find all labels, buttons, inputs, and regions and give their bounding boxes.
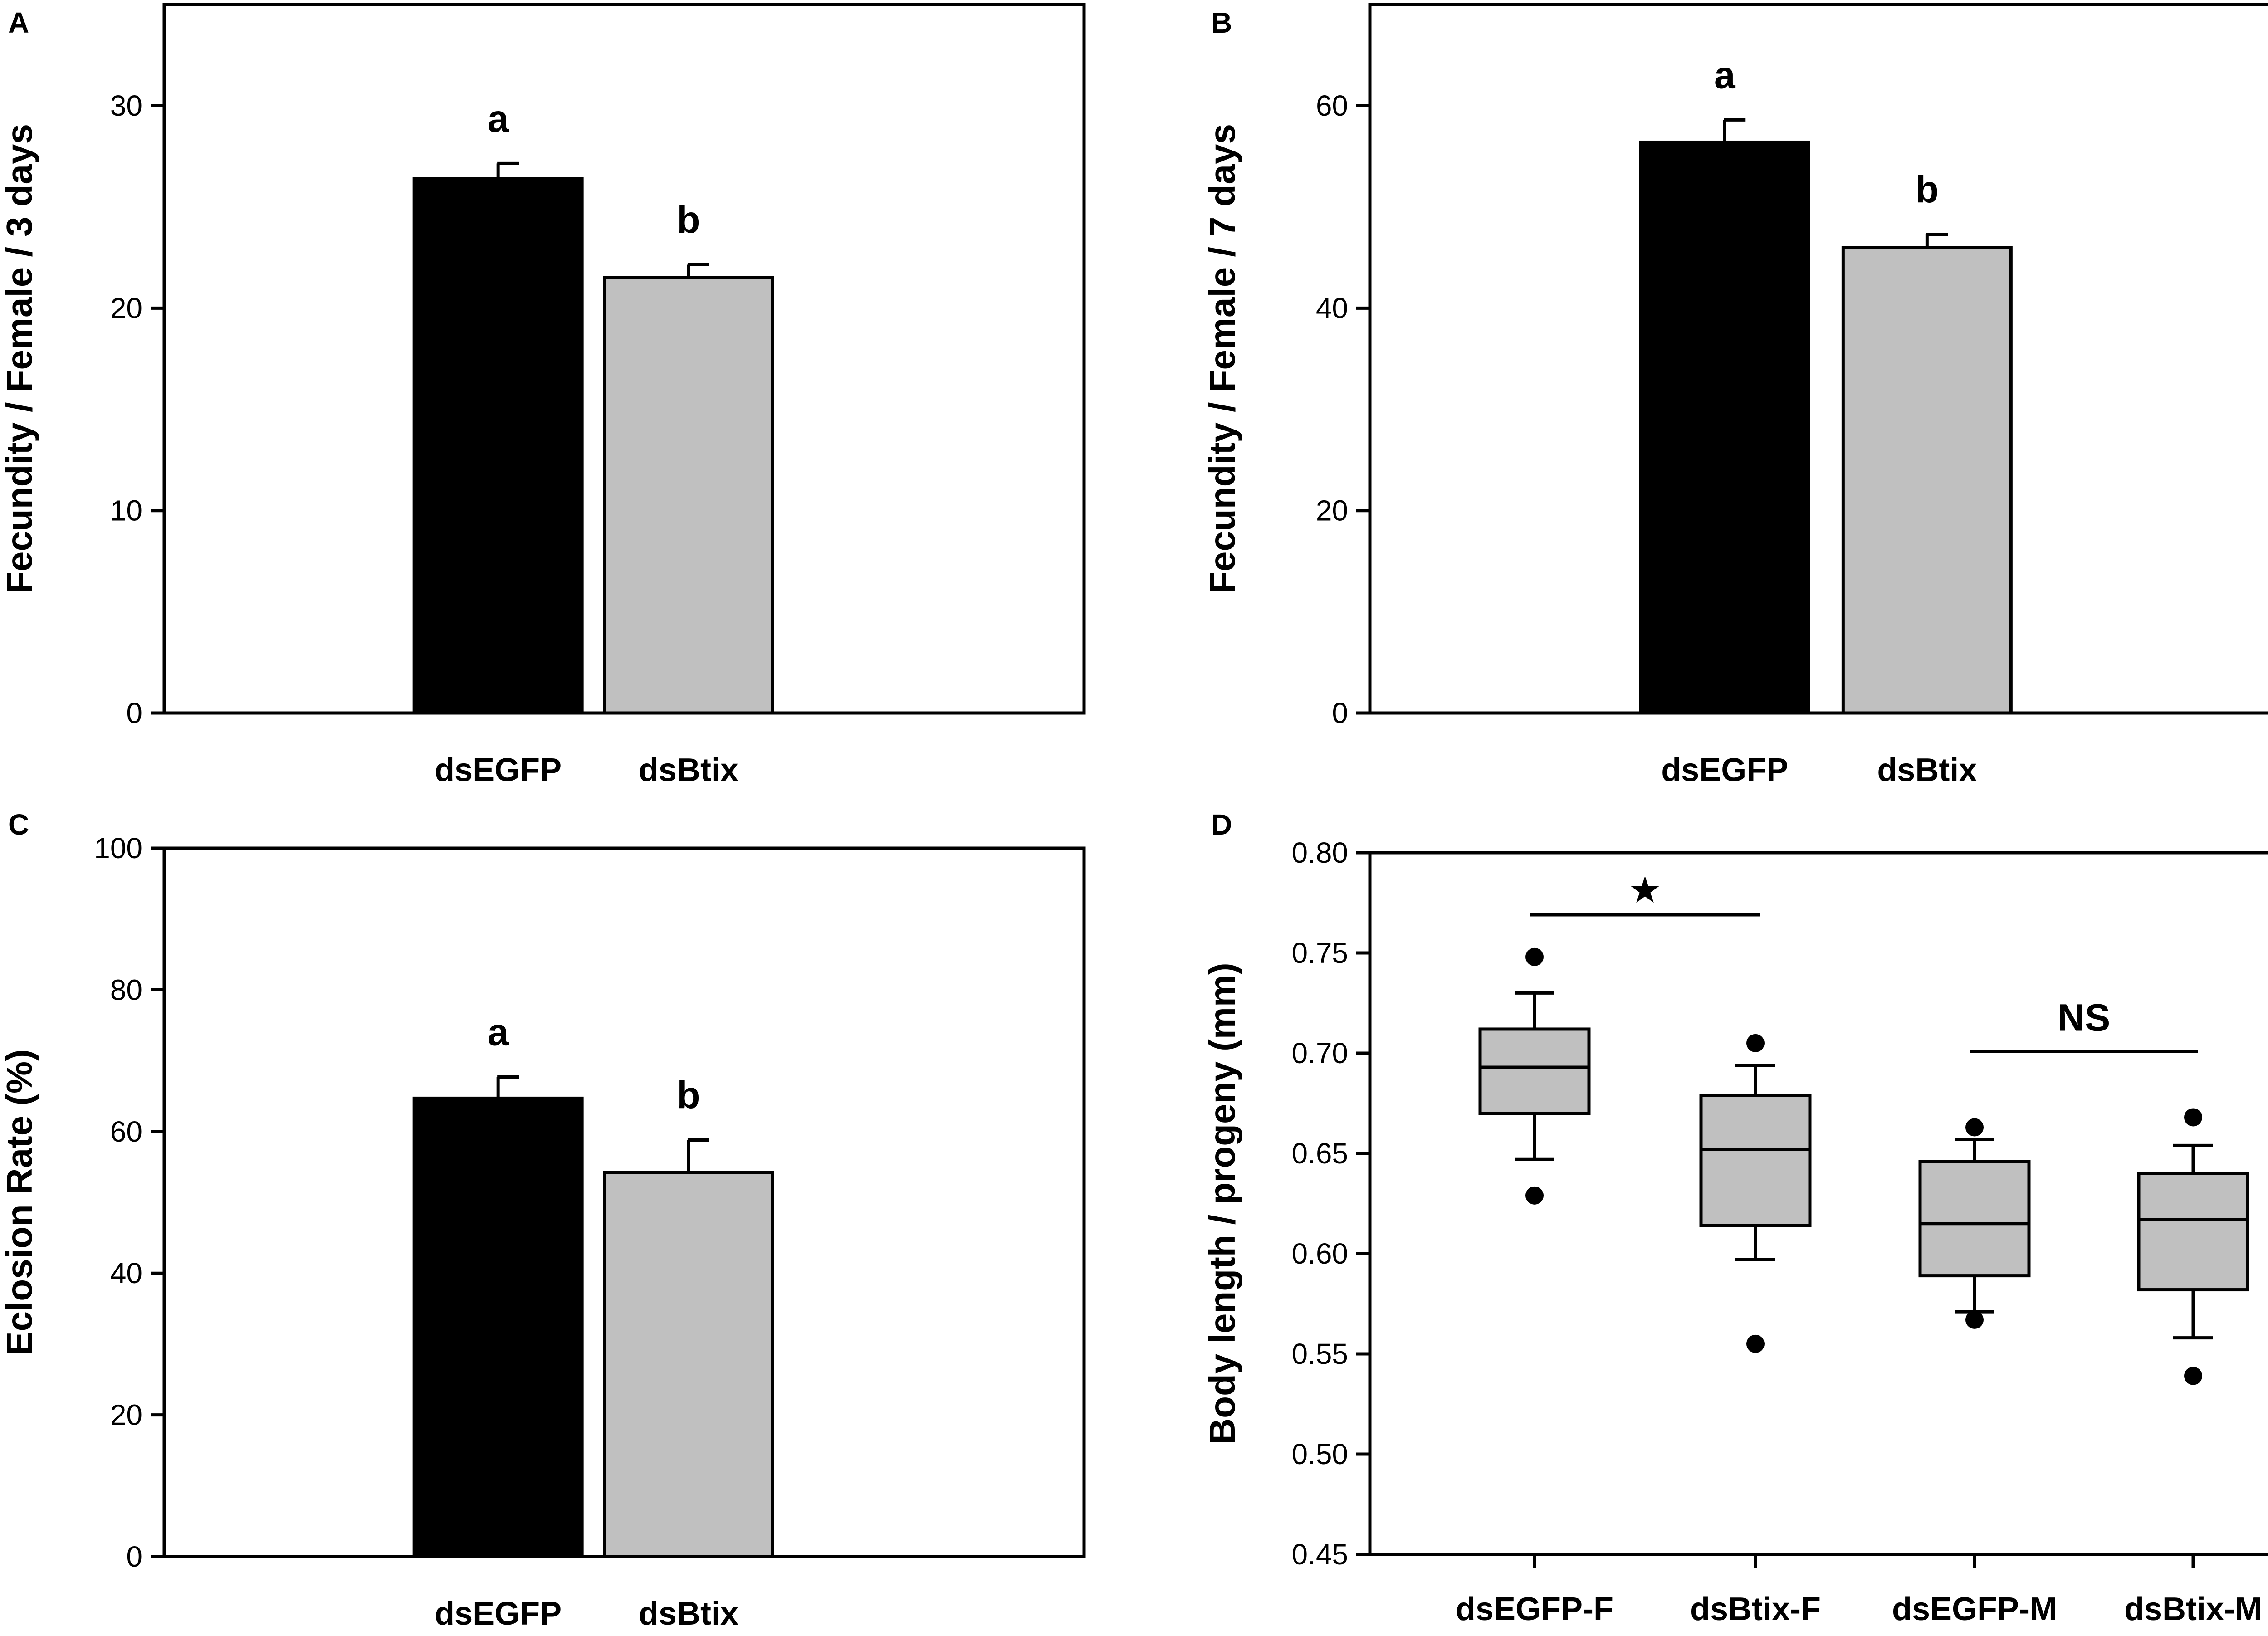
panel-d-plot-frame [1368, 851, 2268, 1556]
panel-d-x-tick-label: dsBtix-F [1690, 1591, 1821, 1627]
panel-b-y-tick-label: 20 [1316, 494, 1348, 527]
panel-d-outlier-point [2184, 1108, 2202, 1127]
panel-d-box-dsegfp-m [1918, 1160, 2031, 1278]
panel-c-x-tick-label: dsEGFP [435, 1596, 562, 1632]
panel-d-significance-star: ★ [1630, 872, 1660, 908]
panel-a-bar-dsegfp [412, 177, 584, 715]
panel-c-significance-letter: a [488, 1011, 509, 1054]
panel-c-y-tick-label: 40 [110, 1257, 142, 1289]
panel-d-box-dsbtix-f [1699, 1094, 1812, 1227]
panel-c-y-tick-label: 20 [110, 1399, 142, 1431]
panel-b-bar-dsegfp [1639, 140, 1810, 715]
panel-d-significance-label: NS [2058, 996, 2111, 1039]
panel-d-box-dsegfp-f [1478, 1027, 1591, 1115]
panel-b: B 0 20 40 60 Fecundity / Female / 7 days a dsEG… [1202, 3, 2268, 788]
panel-a-y-tick-label: 10 [110, 494, 142, 527]
panel-d-x-tick-label: dsBtix-M [2124, 1591, 2262, 1627]
panel-b-significance-letter: a [1714, 54, 1736, 96]
panel-c-bar-dsegfp [412, 1096, 584, 1558]
panel-b-significance-letter: b [1916, 168, 1939, 211]
panel-d-outlier-point [1965, 1310, 1984, 1329]
panel-c: C 0 20 40 60 80 100 Eclosion Rate (%) a dsEGFP b ds… [0, 808, 1086, 1632]
panel-c-y-tick-label: 100 [94, 832, 142, 864]
panel-a-significance-letter: b [677, 198, 700, 241]
panel-d-y-tick-label: 0.60 [1291, 1237, 1348, 1270]
panel-c-panel-label: C [8, 808, 29, 841]
panel-a-bar-dsbtix [603, 276, 774, 715]
panel-a-y-axis-title: Fecundity / Female / 3 days [0, 124, 39, 594]
panel-b-y-tick-label: 60 [1316, 89, 1348, 122]
panel-c-y-tick-label: 0 [126, 1540, 142, 1573]
panel-c-y-axis-title: Eclosion Rate (%) [0, 1049, 39, 1356]
panel-a-x-tick-label: dsEGFP [435, 752, 562, 788]
panel-b-y-tick-label: 0 [1332, 697, 1348, 729]
panel-d-y-tick-label: 0.65 [1291, 1137, 1348, 1170]
panel-d-x-tick-label: dsEGFP-F [1456, 1591, 1613, 1627]
panel-d-outlier-point [1965, 1118, 1984, 1137]
panel-d: D 0.45 0.50 0.55 0.60 0.65 0.70 0.75 0.80 Body le… [1202, 808, 2268, 1627]
panel-c-significance-letter: b [677, 1074, 700, 1117]
panel-d-y-tick-label: 0.80 [1291, 836, 1348, 869]
panel-b-x-tick-label: dsBtix [1877, 752, 1977, 788]
panel-a: A 0 10 20 30 Fecundity / Female / 3 days a dsEG… [0, 3, 1086, 788]
panel-a-significance-letter: a [488, 97, 509, 140]
panel-d-outlier-point [2184, 1367, 2202, 1385]
panel-d-outlier-point [1525, 947, 1544, 966]
panel-b-bar-dsbtix [1841, 246, 2013, 715]
panel-d-y-tick-label: 0.70 [1291, 1037, 1348, 1070]
panel-d-panel-label: D [1211, 808, 1232, 841]
panel-d-outlier-point [1746, 1034, 1765, 1052]
panel-b-y-axis-title: Fecundity / Female / 7 days [1202, 124, 1242, 594]
panel-d-x-tick-label: dsEGFP-M [1892, 1591, 2057, 1627]
panel-d-y-tick-label: 0.50 [1291, 1438, 1348, 1470]
panel-d-outlier-point [1525, 1186, 1544, 1205]
panel-c-y-tick-label: 60 [110, 1115, 142, 1148]
panel-d-y-tick-label: 0.55 [1291, 1338, 1348, 1370]
panel-b-plot-frame [1368, 3, 2268, 715]
panel-d-box-dsbtix-m [2137, 1172, 2249, 1292]
panel-c-y-tick-label: 80 [110, 973, 142, 1006]
panel-d-y-tick-label: 0.45 [1291, 1538, 1348, 1571]
panel-d-y-tick-label: 0.75 [1291, 937, 1348, 969]
panel-d-y-axis-title: Body length / progeny (mm) [1202, 962, 1242, 1444]
panel-a-x-tick-label: dsBtix [639, 752, 738, 788]
panel-a-y-tick-label: 0 [126, 697, 142, 729]
panel-a-y-tick-label: 20 [110, 292, 142, 324]
panel-b-x-tick-label: dsEGFP [1661, 752, 1788, 788]
panel-d-outlier-point [1746, 1334, 1765, 1353]
panel-a-panel-label: A [8, 6, 29, 39]
panel-b-y-tick-label: 40 [1316, 292, 1348, 324]
panel-a-y-tick-label: 30 [110, 89, 142, 122]
panel-c-bar-dsbtix [603, 1171, 774, 1558]
panel-b-panel-label: B [1211, 6, 1232, 39]
panel-c-x-tick-label: dsBtix [639, 1596, 738, 1632]
